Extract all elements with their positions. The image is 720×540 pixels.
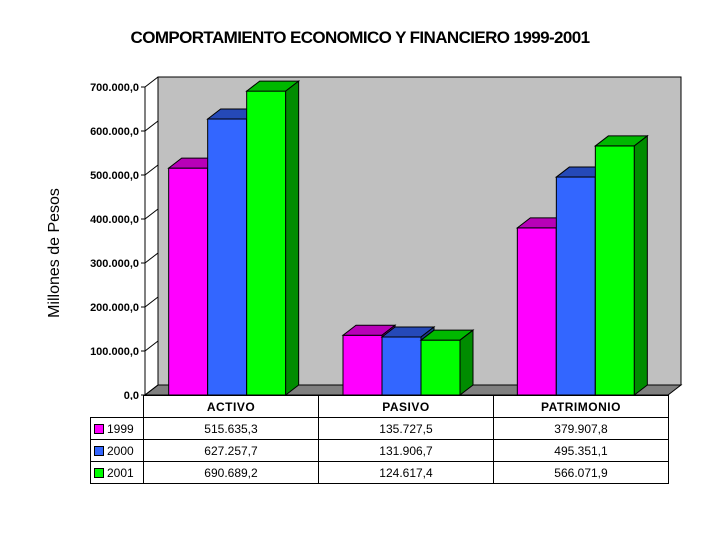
- y-tick-label: 600.000,0: [90, 126, 139, 138]
- y-tick-label: 100.000,0: [90, 346, 139, 358]
- data-label-1999-activo: 515.635,3: [143, 417, 319, 440]
- data-label-2000-activo: 627.257,7: [143, 439, 319, 462]
- legend-label: 2001: [107, 465, 134, 480]
- bars: [167, 80, 649, 397]
- bar-2001-pasivo: [419, 329, 475, 397]
- data-label-2000-pasivo: 131.906,7: [318, 439, 494, 462]
- y-axis: 0,0 100.000,0 200.000,0 300.000,0 400.000,0 5…: [90, 76, 159, 400]
- y-tick-diagonal: [144, 252, 159, 264]
- data-table-row-2001: 2001 690.689,2 124.617,4 566.071,9: [90, 461, 669, 484]
- y-tick-diagonal: [144, 384, 159, 396]
- data-table-corner: [91, 396, 144, 418]
- y-tick-diagonal: [144, 340, 159, 352]
- y-tick-diagonal: [144, 208, 159, 220]
- data-label-2000-patrimonio: 495.351,1: [493, 439, 669, 462]
- data-label-2001-activo: 690.689,2: [143, 461, 319, 484]
- y-tick-label: 200.000,0: [90, 302, 139, 314]
- bar-2001-activo: [245, 80, 301, 397]
- y-tick-diagonal: [144, 120, 159, 132]
- y-tick-label: 300.000,0: [90, 258, 139, 270]
- y-tick-label: 500.000,0: [90, 170, 139, 182]
- data-table: ACTIVO PASIVO PATRIMONIO 1999 515.635,3 13…: [90, 395, 669, 484]
- data-label-1999-patrimonio: 379.907,8: [493, 417, 669, 440]
- y-tick-label: 400.000,0: [90, 214, 139, 226]
- legend-swatch: [94, 423, 104, 434]
- legend-label: 1999: [107, 421, 134, 436]
- category-header-activo: ACTIVO: [143, 395, 319, 418]
- y-tick-diagonal: [144, 164, 159, 176]
- y-tick-label: 0,0: [124, 390, 139, 400]
- data-table-row-2000: 2000 627.257,7 131.906,7 495.351,1: [90, 439, 669, 462]
- data-label-1999-pasivo: 135.727,5: [318, 417, 494, 440]
- data-label-2001-pasivo: 124.617,4: [318, 461, 494, 484]
- legend-entry-2001: 2001: [90, 461, 144, 484]
- bar-2001-patrimonio: [593, 134, 649, 397]
- data-label-2001-patrimonio: 566.071,9: [493, 461, 669, 484]
- legend-swatch: [94, 445, 104, 456]
- y-tick-diagonal: [144, 76, 159, 88]
- category-header-patrimonio: PATRIMONIO: [493, 395, 669, 418]
- chart-plot: 0,0 100.000,0 200.000,0 300.000,0 400.000,0 5…: [90, 76, 683, 400]
- category-header-pasivo: PASIVO: [318, 395, 494, 418]
- legend-swatch: [94, 467, 104, 478]
- legend-entry-1999: 1999: [90, 417, 144, 440]
- y-tick-diagonal: [144, 296, 159, 308]
- legend-label: 2000: [107, 443, 134, 458]
- legend-entry-2000: 2000: [90, 439, 144, 462]
- y-tick-label: 700.000,0: [90, 82, 139, 94]
- chart-title: COMPORTAMIENTO ECONOMICO Y FINANCIERO 19…: [130, 28, 591, 47]
- data-table-row-1999: 1999 515.635,3 135.727,5 379.907,8: [90, 417, 669, 440]
- data-table-header-row: ACTIVO PASIVO PATRIMONIO: [91, 395, 669, 418]
